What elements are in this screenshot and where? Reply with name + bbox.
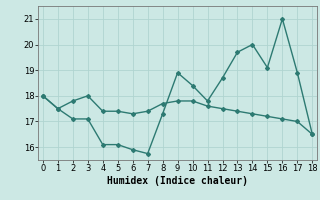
X-axis label: Humidex (Indice chaleur): Humidex (Indice chaleur): [107, 176, 248, 186]
